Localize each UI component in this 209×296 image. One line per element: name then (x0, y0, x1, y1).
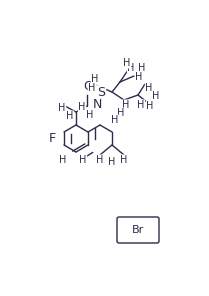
Text: H: H (120, 155, 128, 165)
Text: H: H (127, 63, 135, 73)
Text: H: H (146, 101, 154, 111)
Text: H: H (78, 102, 86, 112)
FancyBboxPatch shape (117, 217, 159, 243)
Text: H: H (108, 157, 116, 167)
Text: H: H (59, 155, 67, 165)
Text: Br: Br (132, 225, 144, 235)
Text: H: H (86, 110, 94, 120)
Text: N: N (92, 97, 102, 110)
Text: H: H (96, 155, 104, 165)
Text: H: H (152, 91, 160, 101)
Text: H: H (111, 115, 119, 125)
Text: H: H (135, 72, 143, 82)
Text: H: H (58, 103, 66, 113)
Text: H: H (79, 155, 87, 165)
Text: S: S (97, 86, 105, 99)
Text: H: H (91, 74, 99, 84)
Text: H: H (123, 58, 131, 68)
Text: F: F (48, 131, 56, 144)
Text: H: H (117, 108, 125, 118)
Text: H: H (138, 63, 146, 73)
Text: H: H (122, 100, 130, 110)
Text: O: O (83, 81, 93, 94)
Text: H: H (66, 111, 74, 121)
Text: H: H (137, 100, 145, 110)
Text: H: H (88, 83, 96, 93)
Text: H: H (145, 83, 153, 93)
